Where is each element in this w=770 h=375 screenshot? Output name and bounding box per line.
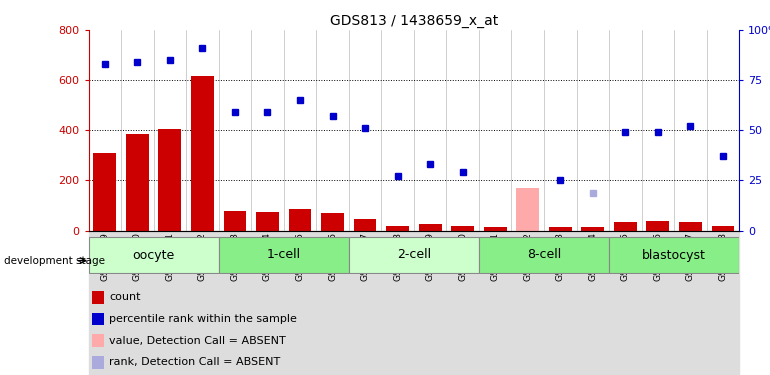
Text: 8-cell: 8-cell bbox=[527, 249, 561, 261]
Bar bbox=[89, 231, 121, 375]
Text: 1-cell: 1-cell bbox=[266, 249, 301, 261]
Bar bbox=[92, 356, 103, 369]
Bar bbox=[609, 231, 641, 375]
Text: rank, Detection Call = ABSENT: rank, Detection Call = ABSENT bbox=[109, 357, 280, 367]
Bar bbox=[92, 313, 103, 326]
Bar bbox=[219, 231, 251, 375]
Text: oocyte: oocyte bbox=[132, 249, 175, 261]
Bar bbox=[549, 227, 571, 231]
Bar bbox=[517, 188, 539, 231]
Bar bbox=[484, 227, 507, 231]
Bar bbox=[544, 231, 577, 375]
Bar bbox=[92, 334, 103, 347]
Bar bbox=[349, 237, 479, 273]
Bar bbox=[121, 231, 154, 375]
Bar bbox=[707, 231, 739, 375]
Bar bbox=[387, 226, 409, 231]
Bar bbox=[614, 222, 637, 231]
Bar bbox=[419, 224, 441, 231]
Bar bbox=[451, 226, 474, 231]
Bar bbox=[154, 231, 186, 375]
Bar bbox=[581, 227, 604, 231]
Bar bbox=[92, 291, 103, 304]
Bar bbox=[353, 219, 377, 231]
Bar bbox=[675, 231, 707, 375]
Bar bbox=[641, 231, 675, 375]
Bar bbox=[679, 222, 701, 231]
Text: 2-cell: 2-cell bbox=[397, 249, 431, 261]
Bar bbox=[577, 231, 609, 375]
Bar bbox=[251, 231, 283, 375]
Bar bbox=[191, 76, 214, 231]
Bar bbox=[316, 231, 349, 375]
Bar bbox=[381, 231, 414, 375]
Bar bbox=[414, 231, 447, 375]
Bar bbox=[647, 220, 669, 231]
Bar bbox=[223, 211, 246, 231]
Bar bbox=[517, 227, 539, 231]
Text: percentile rank within the sample: percentile rank within the sample bbox=[109, 314, 297, 324]
Text: count: count bbox=[109, 292, 141, 303]
Bar bbox=[609, 237, 739, 273]
Bar bbox=[89, 237, 219, 273]
Bar bbox=[126, 134, 149, 231]
Bar bbox=[256, 212, 279, 231]
Bar bbox=[186, 231, 219, 375]
Text: blastocyst: blastocyst bbox=[642, 249, 706, 261]
Bar bbox=[711, 226, 735, 231]
Bar bbox=[511, 231, 544, 375]
Bar bbox=[159, 129, 181, 231]
Bar bbox=[219, 237, 349, 273]
Bar bbox=[479, 231, 511, 375]
Bar bbox=[479, 237, 609, 273]
Bar bbox=[447, 231, 479, 375]
Bar bbox=[321, 213, 344, 231]
Bar bbox=[93, 153, 116, 231]
Bar bbox=[289, 209, 311, 231]
Bar bbox=[283, 231, 316, 375]
Text: value, Detection Call = ABSENT: value, Detection Call = ABSENT bbox=[109, 336, 286, 346]
Bar bbox=[349, 231, 381, 375]
Text: development stage: development stage bbox=[4, 256, 105, 266]
Title: GDS813 / 1438659_x_at: GDS813 / 1438659_x_at bbox=[330, 13, 498, 28]
